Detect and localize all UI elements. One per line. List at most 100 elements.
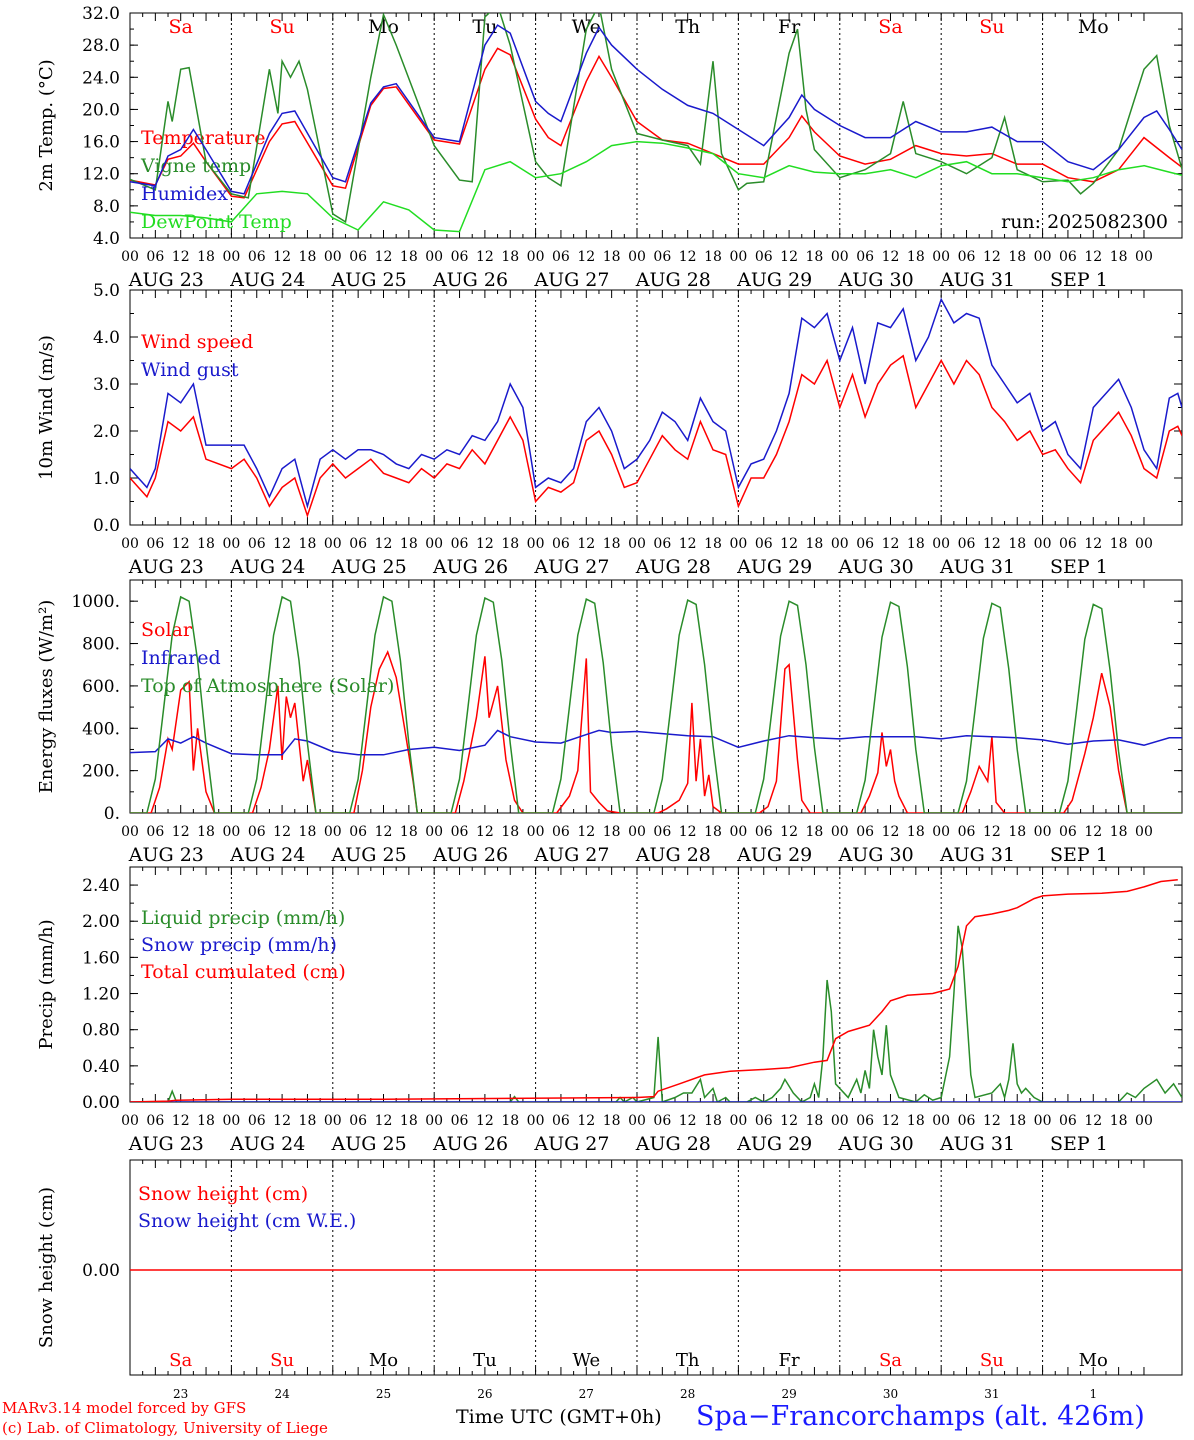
hour-tick-label: 18	[1110, 536, 1128, 552]
y-tick-label: 4.0	[93, 328, 120, 348]
hour-tick-label: 06	[349, 824, 367, 840]
hour-tick-label: 18	[907, 536, 925, 552]
hour-tick-label: 00	[628, 536, 646, 552]
hour-tick-label: 12	[882, 824, 900, 840]
hour-tick-label: 00	[729, 1113, 747, 1129]
weekday-label: Sa	[169, 1350, 192, 1371]
date-label: AUG 23	[128, 1133, 204, 1155]
date-label: AUG 25	[331, 556, 407, 578]
date-label: AUG 27	[533, 844, 609, 866]
hour-tick-label: 00	[628, 249, 646, 265]
hour-tick-label: 00	[831, 249, 849, 265]
hour-tick-label: 12	[375, 1113, 393, 1129]
hour-tick-label: 12	[679, 249, 697, 265]
date-label: AUG 31	[939, 269, 1015, 291]
hour-tick-label: 12	[273, 1113, 291, 1129]
hour-tick-label: 06	[451, 249, 469, 265]
hour-tick-label: 00	[1034, 536, 1052, 552]
hour-tick-label: 00	[1135, 249, 1153, 265]
date-label: AUG 31	[939, 1133, 1015, 1155]
y-tick-label: 20.0	[82, 100, 120, 120]
hour-tick-label: 12	[172, 824, 190, 840]
plot-frame	[129, 289, 1183, 526]
hour-tick-label: 00	[527, 249, 545, 265]
hour-tick-label: 00	[831, 536, 849, 552]
date-label: AUG 31	[939, 844, 1015, 866]
hour-tick-label: 18	[299, 536, 317, 552]
hour-tick-label: 06	[349, 249, 367, 265]
hour-tick-label: 12	[983, 824, 1001, 840]
hour-tick-label: 12	[577, 249, 595, 265]
hour-tick-label: 18	[1110, 824, 1128, 840]
date-label: AUG 26	[432, 844, 508, 866]
hour-tick-label: 18	[1008, 1113, 1026, 1129]
hour-tick-label: 12	[983, 1113, 1001, 1129]
y-tick-label: 200.	[82, 762, 120, 782]
hour-tick-label: 12	[577, 1113, 595, 1129]
meteogram: 4.08.012.016.020.024.028.032.000 06 12 18AU…	[36, 4, 1183, 1400]
hour-tick-label: 06	[146, 249, 164, 265]
hour-tick-label: 00	[527, 536, 545, 552]
hour-tick-label: 06	[248, 536, 266, 552]
hour-tick-label: 06	[958, 536, 976, 552]
series-line-infrared	[130, 729, 1182, 756]
hour-tick-label: 12	[273, 536, 291, 552]
hour-tick-label: 18	[806, 536, 824, 552]
hour-tick-label: 18	[197, 1113, 215, 1129]
day-number-label: 25	[376, 1387, 391, 1400]
series-line-solar	[130, 650, 1182, 813]
hour-tick-label: 06	[653, 249, 671, 265]
hour-tick-label: 18	[603, 824, 621, 840]
weekday-label: We	[572, 16, 601, 38]
hour-tick-label: 06	[755, 249, 773, 265]
hour-tick-label: 18	[501, 1113, 519, 1129]
date-label: AUG 24	[229, 556, 305, 578]
hour-tick-label: 06	[1059, 536, 1077, 552]
y-tick-label: 1000.	[71, 592, 120, 612]
series-line-vigne-temp	[130, 13, 1182, 224]
legend-entry: Vigne temp	[140, 155, 251, 177]
legend-entry: DewPoint Temp	[141, 211, 292, 233]
hour-tick-label: 06	[248, 824, 266, 840]
hour-tick-label: 18	[400, 249, 418, 265]
y-tick-label: 5.0	[93, 281, 120, 301]
y-axis-title: Precip (mm/h)	[36, 919, 57, 1049]
date-label: AUG 24	[229, 269, 305, 291]
date-label: AUG 23	[128, 844, 204, 866]
weekday-label: We	[572, 1350, 600, 1371]
hour-tick-label: 12	[679, 824, 697, 840]
date-label: AUG 28	[635, 1133, 711, 1155]
y-tick-label: 800.	[82, 635, 120, 655]
hour-tick-label: 18	[299, 1113, 317, 1129]
date-label: AUG 28	[635, 556, 711, 578]
hour-tick-label: 12	[1084, 824, 1102, 840]
hour-tick-label: 06	[552, 249, 570, 265]
date-label: AUG 30	[838, 844, 914, 866]
hour-tick-label: 00	[628, 824, 646, 840]
weekday-label: Mo	[1078, 16, 1109, 38]
hour-tick-label: 06	[1059, 1113, 1077, 1129]
hour-tick-label: 12	[172, 1113, 190, 1129]
series-line-top-of-atmosphere-solar	[130, 595, 1182, 813]
panel-3: 0. 200. 400. 600. 800. 1000. 00 06 12 18 AUG 23 00 0…	[36, 579, 1183, 866]
legend-entry: Snow height (cm W.E.)	[138, 1210, 356, 1232]
date-label: AUG 25	[331, 269, 407, 291]
hour-tick-label: 06	[958, 1113, 976, 1129]
hour-tick-label: 18	[704, 536, 722, 552]
y-tick-label: 4.0	[93, 229, 120, 249]
hour-tick-label: 06	[755, 1113, 773, 1129]
legend-entry: Liquid precip (mm/h)	[141, 907, 345, 929]
weekday-label: Th	[675, 16, 700, 38]
hour-tick-label: 18	[806, 1113, 824, 1129]
y-tick-label: 0.00	[82, 1261, 120, 1281]
hour-tick-label: 18	[806, 249, 824, 265]
y-tick-label: 16.0	[82, 133, 120, 153]
y-tick-label: 24.0	[82, 68, 120, 88]
hour-tick-label: 00	[121, 249, 139, 265]
hour-tick-label: 00	[222, 1113, 240, 1129]
hour-tick-label: 00	[527, 824, 545, 840]
hour-tick-label: 18	[299, 249, 317, 265]
day-number-label: 28	[680, 1387, 695, 1400]
y-axis-title: Snow height (cm)	[36, 1187, 57, 1348]
hour-tick-label: 06	[146, 824, 164, 840]
